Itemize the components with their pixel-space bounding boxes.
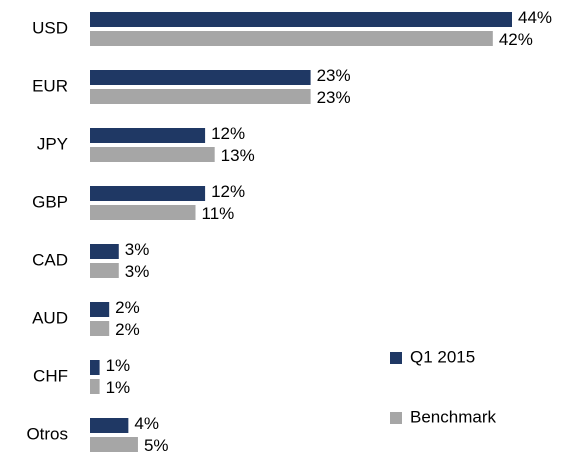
bar — [90, 205, 196, 220]
bar — [90, 186, 206, 201]
legend-swatch — [390, 352, 402, 364]
legend-swatch — [390, 412, 402, 424]
value-label: 2% — [115, 298, 140, 317]
value-label: 5% — [144, 436, 169, 455]
category-label: CAD — [32, 250, 68, 269]
bar — [90, 128, 206, 143]
category-label: AUD — [32, 308, 68, 327]
bar — [90, 360, 100, 375]
value-label: 2% — [115, 320, 140, 339]
bar — [90, 147, 215, 162]
value-label: 13% — [221, 146, 255, 165]
category-label: EUR — [32, 76, 68, 95]
value-label: 11% — [202, 204, 235, 223]
bar — [90, 302, 110, 317]
bar — [90, 31, 493, 46]
value-label: 42% — [499, 30, 533, 49]
category-label: JPY — [37, 134, 68, 153]
legend-label: Benchmark — [410, 407, 496, 426]
value-label: 4% — [134, 414, 159, 433]
bar — [90, 12, 512, 27]
bar — [90, 418, 129, 433]
value-label: 23% — [317, 88, 351, 107]
category-label: USD — [32, 18, 68, 37]
bar — [90, 263, 119, 278]
category-label: CHF — [33, 366, 68, 385]
bar — [90, 321, 110, 336]
value-label: 1% — [106, 378, 131, 397]
bar — [90, 89, 311, 104]
bar — [90, 244, 119, 259]
legend-label: Q1 2015 — [410, 347, 475, 366]
bar — [90, 70, 311, 85]
value-label: 12% — [211, 182, 245, 201]
value-label: 23% — [317, 66, 351, 85]
bar — [90, 379, 100, 394]
value-label: 3% — [125, 262, 150, 281]
value-label: 12% — [211, 124, 245, 143]
bar — [90, 437, 138, 452]
value-label: 1% — [106, 356, 131, 375]
category-label: GBP — [32, 192, 68, 211]
category-label: Otros — [26, 424, 68, 443]
value-label: 3% — [125, 240, 150, 259]
value-label: 44% — [518, 8, 552, 27]
